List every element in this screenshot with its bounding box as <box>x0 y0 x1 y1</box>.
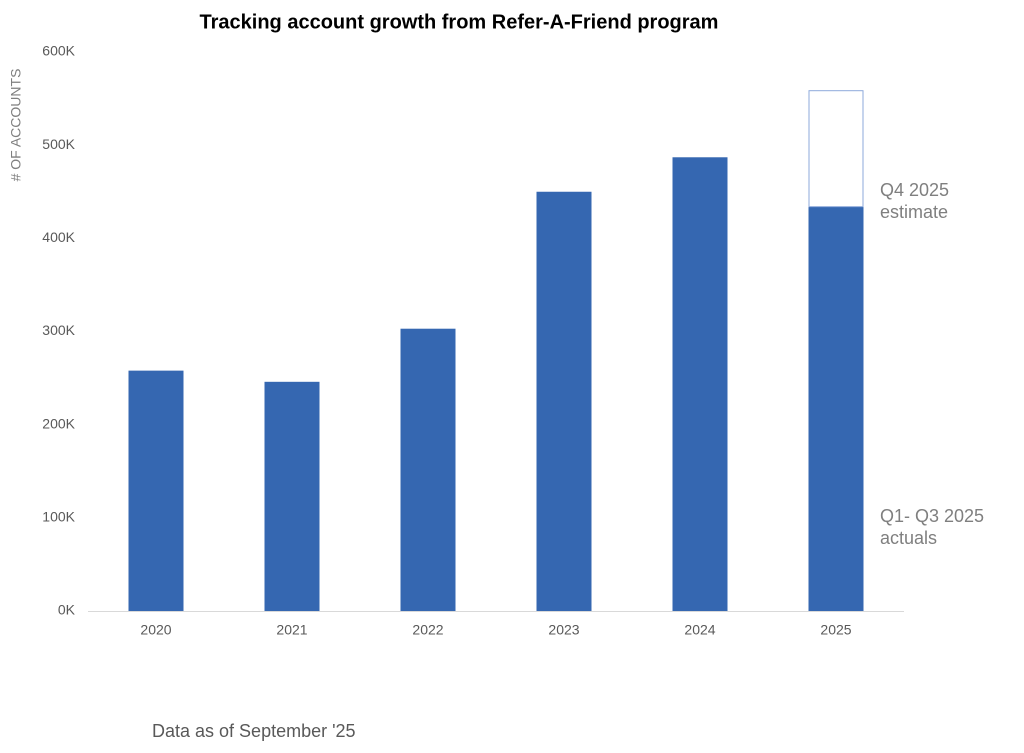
bar <box>808 90 864 208</box>
series-label: Q1- Q3 2025 actuals <box>880 506 985 548</box>
bar <box>672 157 728 612</box>
x-tick-label: 2022 <box>412 622 443 638</box>
x-tick-label: 2023 <box>548 622 579 638</box>
bar <box>808 206 864 611</box>
y-tick-label: 300K <box>42 322 75 338</box>
chart-title: Tracking account growth from Refer-A-Fri… <box>200 11 719 33</box>
y-tick-label: 600K <box>42 43 75 59</box>
y-tick-label: 400K <box>42 229 75 245</box>
bar <box>128 370 184 611</box>
bar <box>264 381 320 611</box>
bar <box>400 328 456 611</box>
bar <box>536 191 592 611</box>
y-tick-label: 200K <box>42 415 75 431</box>
y-tick-label: 500K <box>42 136 75 152</box>
x-tick-label: 2021 <box>276 622 307 638</box>
x-tick-label: 2020 <box>140 622 171 638</box>
footnote: Data as of September '25 <box>152 721 356 741</box>
y-tick-label: 0K <box>58 602 76 618</box>
x-tick-label: 2024 <box>684 622 715 638</box>
series-label: Q4 2025 estimate <box>880 179 950 222</box>
y-axis-label: # OF ACCOUNTS <box>8 69 24 182</box>
y-tick-label: 100K <box>42 509 75 525</box>
x-tick-label: 2025 <box>820 622 851 638</box>
